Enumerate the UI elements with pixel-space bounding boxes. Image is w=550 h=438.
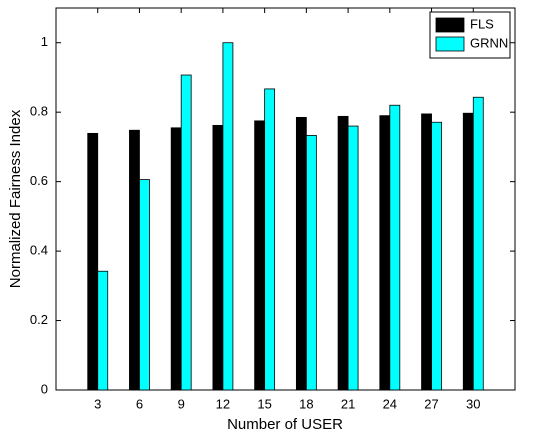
legend-swatch bbox=[435, 17, 465, 33]
x-tick-label: 3 bbox=[94, 396, 101, 411]
bar bbox=[222, 42, 234, 391]
y-tick-label: 0.6 bbox=[30, 173, 48, 188]
bar bbox=[305, 135, 317, 391]
bar bbox=[180, 74, 192, 391]
bar bbox=[337, 115, 349, 391]
x-tick-label: 24 bbox=[383, 396, 397, 411]
x-tick-label: 9 bbox=[178, 396, 185, 411]
legend-label: GRNN bbox=[470, 35, 508, 50]
legend-swatch bbox=[435, 36, 465, 52]
bar bbox=[254, 120, 266, 391]
x-tick-label: 21 bbox=[341, 396, 355, 411]
x-tick-label: 6 bbox=[136, 396, 143, 411]
bar bbox=[295, 116, 307, 391]
y-tick-label: 1 bbox=[41, 34, 48, 49]
bar bbox=[421, 113, 432, 391]
bar bbox=[431, 121, 442, 391]
plot-frame bbox=[55, 7, 516, 391]
bar bbox=[129, 129, 140, 391]
bar bbox=[462, 112, 474, 391]
x-tick-label: 15 bbox=[257, 396, 271, 411]
bar bbox=[347, 125, 359, 391]
x-axis-label: Number of USER bbox=[227, 416, 343, 433]
legend-label: FLS bbox=[470, 16, 494, 31]
x-tick-label: 12 bbox=[216, 396, 230, 411]
bar bbox=[87, 132, 99, 391]
bar bbox=[472, 96, 484, 391]
bar bbox=[379, 115, 391, 391]
bar bbox=[97, 270, 109, 391]
bar bbox=[389, 104, 401, 391]
bar bbox=[212, 124, 224, 391]
bar bbox=[170, 127, 182, 391]
x-tick-label: 30 bbox=[466, 396, 480, 411]
bar bbox=[264, 88, 276, 391]
y-tick-label: 0.4 bbox=[30, 243, 48, 258]
y-axis-label: Normalized Fairness Index bbox=[7, 109, 24, 288]
y-tick-label: 0.2 bbox=[30, 312, 48, 327]
y-tick-label: 0 bbox=[41, 381, 48, 396]
x-tick-label: 27 bbox=[424, 396, 438, 411]
x-tick-label: 18 bbox=[299, 396, 313, 411]
bar bbox=[139, 179, 150, 391]
y-tick-label: 0.8 bbox=[30, 104, 48, 119]
